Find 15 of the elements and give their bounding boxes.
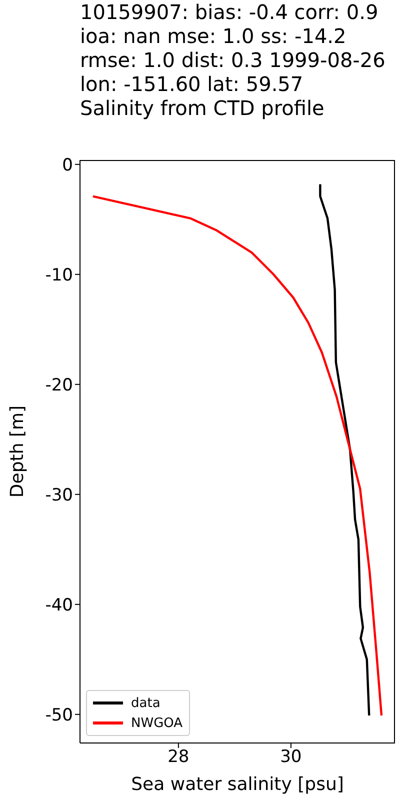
chart-title: 10159907: bias: -0.4 corr: 0.9 ioa: nan mse: 1.0 ss: -14.2 rmse: 1.0 dist: 0.3 1999-08-26 lon: -151.60 lat: 59.57 Salinity from CTD profile	[80, 0, 386, 120]
y-tick-label: -40	[45, 595, 73, 616]
line-series	[92, 195, 383, 717]
y-tick-label: -20	[45, 375, 73, 396]
y-tick-label: -50	[45, 705, 73, 726]
line-series	[319, 183, 370, 717]
x-axis-title: Sea water salinity [psu]	[131, 774, 344, 795]
y-axis-title: Depth [m]	[6, 405, 28, 498]
y-tick-label: -30	[45, 485, 73, 506]
y-tick-label: -10	[45, 265, 73, 286]
x-tick-label: 28	[168, 747, 190, 768]
legend-label: data	[131, 696, 160, 710]
legend-label: NWGOA	[131, 716, 183, 730]
x-tick-label: 30	[280, 747, 302, 768]
y-tick-label: 0	[62, 155, 73, 176]
